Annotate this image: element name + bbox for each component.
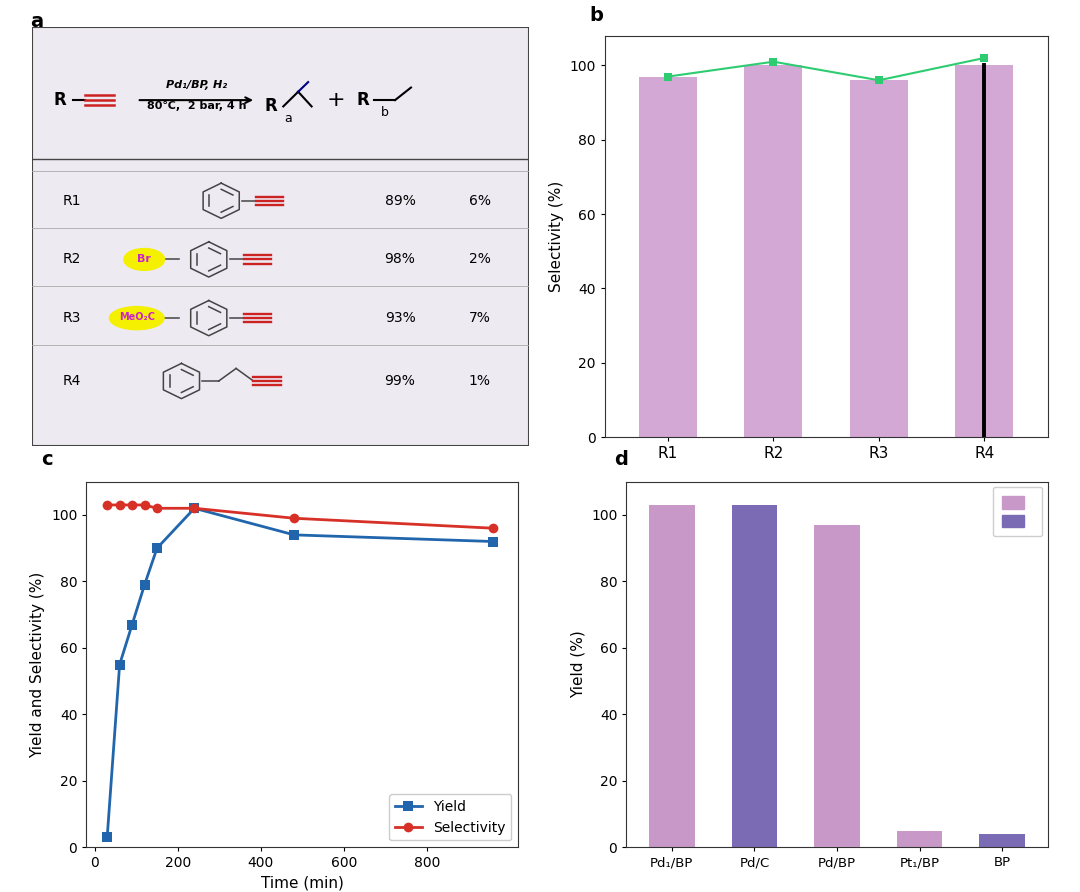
Line: Yield: Yield — [103, 503, 498, 842]
Yield — [113, 659, 126, 670]
Ellipse shape — [109, 307, 164, 330]
Text: 89%: 89% — [384, 194, 416, 208]
Selectivity — [188, 503, 201, 514]
Text: 99%: 99% — [384, 374, 416, 388]
Text: d: d — [615, 450, 627, 469]
Bar — [850, 80, 908, 437]
Text: R4: R4 — [63, 374, 81, 388]
Text: 1%: 1% — [469, 374, 490, 388]
Text: R1: R1 — [63, 194, 81, 208]
Line: Selectivity: Selectivity — [103, 500, 498, 533]
Yield — [150, 543, 163, 554]
Text: Pd₁/BP, H₂: Pd₁/BP, H₂ — [166, 79, 227, 89]
Bar — [896, 830, 942, 847]
Selectivity — [100, 500, 113, 510]
Y-axis label: Yield (%): Yield (%) — [570, 631, 585, 698]
Text: 7%: 7% — [469, 311, 490, 325]
Legend: , : , — [994, 487, 1042, 536]
Text: R: R — [356, 91, 369, 109]
Bar — [732, 505, 778, 847]
Bar — [980, 834, 1025, 847]
Selectivity — [487, 523, 500, 533]
Bar — [744, 65, 802, 437]
Selectivity — [150, 503, 163, 514]
Text: 98%: 98% — [384, 252, 416, 267]
Bar — [814, 574, 860, 847]
Bar — [639, 77, 697, 437]
Text: b: b — [589, 6, 603, 25]
FancyBboxPatch shape — [32, 27, 529, 446]
Text: 2%: 2% — [469, 252, 490, 267]
Text: Br: Br — [137, 254, 151, 264]
Selectivity — [287, 513, 300, 524]
Yield — [100, 832, 113, 843]
Text: R3: R3 — [63, 311, 81, 325]
Text: a: a — [30, 12, 43, 31]
Yield — [138, 580, 151, 591]
Yield — [125, 619, 138, 630]
Text: MeO₂C: MeO₂C — [119, 312, 154, 322]
Text: c: c — [41, 450, 52, 469]
Selectivity — [138, 500, 151, 510]
Text: R2: R2 — [63, 252, 81, 267]
Y-axis label: Yield and Selectivity (%): Yield and Selectivity (%) — [30, 572, 45, 757]
Text: 93%: 93% — [384, 311, 416, 325]
Text: +: + — [326, 90, 345, 110]
Selectivity — [125, 500, 138, 510]
Text: R: R — [265, 97, 278, 115]
Yield — [287, 530, 300, 541]
Text: R: R — [53, 91, 66, 109]
Y-axis label: Selectivity (%): Selectivity (%) — [549, 181, 564, 292]
Text: b: b — [381, 106, 389, 120]
Bar — [649, 505, 694, 847]
Selectivity — [113, 500, 126, 510]
Bar — [956, 65, 1013, 437]
Yield — [188, 503, 201, 514]
Ellipse shape — [124, 249, 164, 270]
Yield — [487, 536, 500, 547]
Text: 6%: 6% — [469, 194, 490, 208]
Text: 80℃,  2 bar, 4 h: 80℃, 2 bar, 4 h — [147, 102, 246, 112]
Legend: Yield, Selectivity: Yield, Selectivity — [389, 795, 512, 840]
Text: a: a — [284, 112, 292, 126]
Bar — [814, 524, 860, 847]
X-axis label: Time (min): Time (min) — [261, 876, 343, 891]
